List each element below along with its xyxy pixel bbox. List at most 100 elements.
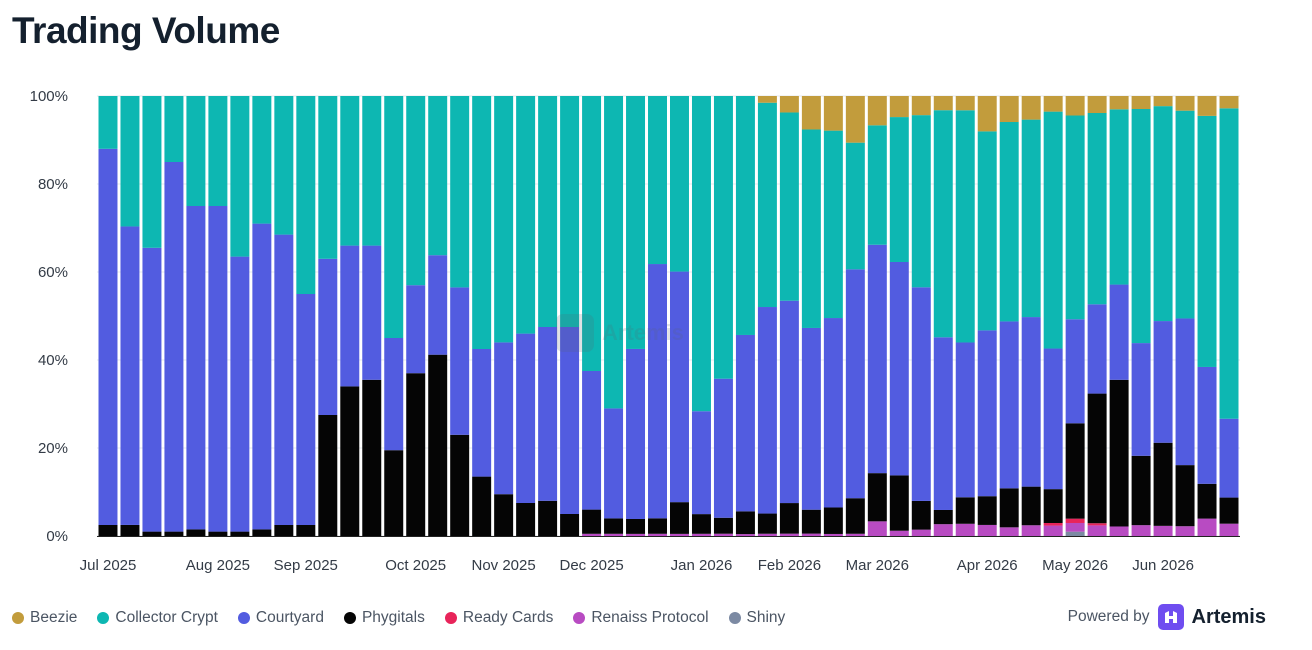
- bar-segment-courtyard[interactable]: [889, 261, 909, 476]
- bar-segment-phygitals[interactable]: [274, 525, 294, 536]
- bar-segment-renaiss-protocol[interactable]: [626, 533, 646, 536]
- bar-stack[interactable]: [845, 96, 865, 536]
- bar-segment-courtyard[interactable]: [450, 287, 470, 435]
- bar-segment-phygitals[interactable]: [560, 514, 580, 536]
- legend-item[interactable]: Collector Crypt: [97, 609, 218, 627]
- bar-segment-renaiss-protocol[interactable]: [977, 524, 997, 536]
- bar-segment-collector-crypt[interactable]: [340, 96, 360, 246]
- bar-stack[interactable]: [120, 96, 140, 536]
- bar-stack[interactable]: [801, 96, 821, 536]
- bar-segment-beezie[interactable]: [1131, 96, 1151, 109]
- bar-segment-collector-crypt[interactable]: [911, 115, 931, 288]
- bar-segment-beezie[interactable]: [999, 96, 1019, 123]
- bar-segment-phygitals[interactable]: [670, 502, 689, 534]
- bar-segment-courtyard[interactable]: [713, 378, 733, 518]
- bar-segment-beezie[interactable]: [1197, 96, 1217, 116]
- bar-segment-courtyard[interactable]: [691, 411, 711, 515]
- bar-segment-courtyard[interactable]: [1153, 321, 1173, 443]
- bar-segment-collector-crypt[interactable]: [1043, 111, 1063, 349]
- bar-segment-renaiss-protocol[interactable]: [933, 524, 953, 536]
- bar-stack[interactable]: [691, 96, 711, 536]
- bar-stack[interactable]: [1131, 96, 1151, 536]
- bar-segment-renaiss-protocol[interactable]: [911, 529, 931, 536]
- bar-segment-beezie[interactable]: [1153, 96, 1173, 107]
- bar-segment-collector-crypt[interactable]: [999, 122, 1019, 322]
- bar-stack[interactable]: [538, 96, 558, 536]
- bar-segment-phygitals[interactable]: [867, 473, 887, 522]
- bar-stack[interactable]: [977, 96, 997, 536]
- bar-segment-phygitals[interactable]: [1197, 483, 1217, 519]
- bar-segment-courtyard[interactable]: [472, 349, 492, 477]
- bar-segment-phygitals[interactable]: [823, 507, 843, 534]
- bar-segment-renaiss-protocol[interactable]: [648, 533, 667, 536]
- bar-stack[interactable]: [889, 96, 909, 536]
- bar-segment-courtyard[interactable]: [274, 234, 294, 525]
- bar-segment-collector-crypt[interactable]: [428, 96, 448, 256]
- bar-segment-collector-crypt[interactable]: [1087, 113, 1107, 305]
- bar-segment-phygitals[interactable]: [472, 476, 492, 536]
- bar-segment-collector-crypt[interactable]: [691, 96, 711, 412]
- bar-segment-phygitals[interactable]: [757, 513, 777, 534]
- bar-segment-phygitals[interactable]: [801, 509, 821, 534]
- bar-segment-phygitals[interactable]: [1021, 486, 1041, 526]
- bar-segment-collector-crypt[interactable]: [384, 96, 404, 338]
- bar-stack[interactable]: [1175, 96, 1195, 536]
- legend-item[interactable]: Courtyard: [237, 609, 324, 627]
- bar-segment-collector-crypt[interactable]: [362, 96, 382, 246]
- bar-segment-courtyard[interactable]: [230, 256, 250, 532]
- bar-segment-collector-crypt[interactable]: [626, 96, 646, 349]
- bar-segment-courtyard[interactable]: [428, 255, 448, 355]
- bar-segment-collector-crypt[interactable]: [933, 110, 953, 338]
- bar-segment-phygitals[interactable]: [1109, 379, 1129, 527]
- bar-stack[interactable]: [296, 96, 316, 536]
- bar-segment-phygitals[interactable]: [604, 518, 624, 534]
- bar-segment-collector-crypt[interactable]: [1065, 115, 1085, 320]
- bar-segment-courtyard[interactable]: [648, 264, 667, 519]
- bar-segment-courtyard[interactable]: [1065, 319, 1085, 424]
- bar-segment-beezie[interactable]: [1175, 96, 1195, 111]
- bar-segment-courtyard[interactable]: [1043, 348, 1063, 490]
- bar-segment-collector-crypt[interactable]: [472, 96, 492, 349]
- bar-segment-phygitals[interactable]: [648, 518, 667, 534]
- bar-stack[interactable]: [384, 96, 404, 536]
- bar-segment-phygitals[interactable]: [208, 531, 228, 536]
- bar-segment-phygitals[interactable]: [1065, 423, 1085, 519]
- bar-segment-courtyard[interactable]: [604, 408, 624, 519]
- bar-stack[interactable]: [1219, 96, 1239, 536]
- bar-segment-collector-crypt[interactable]: [582, 96, 602, 371]
- bar-segment-phygitals[interactable]: [1175, 465, 1195, 527]
- bar-segment-phygitals[interactable]: [626, 519, 646, 534]
- bar-segment-collector-crypt[interactable]: [296, 96, 316, 294]
- bar-segment-renaiss-protocol[interactable]: [1219, 523, 1239, 536]
- bar-stack[interactable]: [582, 96, 602, 536]
- bar-segment-collector-crypt[interactable]: [1175, 110, 1195, 319]
- bar-segment-courtyard[interactable]: [933, 337, 953, 510]
- bar-segment-renaiss-protocol[interactable]: [735, 534, 755, 536]
- bar-stack[interactable]: [494, 96, 514, 536]
- bar-segment-courtyard[interactable]: [208, 206, 228, 532]
- bar-segment-collector-crypt[interactable]: [538, 96, 558, 327]
- bar-segment-courtyard[interactable]: [538, 327, 558, 501]
- bar-segment-collector-crypt[interactable]: [560, 96, 580, 327]
- bar-segment-phygitals[interactable]: [450, 434, 470, 536]
- bar-segment-renaiss-protocol[interactable]: [604, 533, 624, 536]
- bar-segment-ready-cards[interactable]: [1087, 523, 1107, 526]
- bar-segment-phygitals[interactable]: [911, 500, 931, 530]
- bar-segment-phygitals[interactable]: [340, 386, 360, 536]
- bar-segment-phygitals[interactable]: [1043, 489, 1063, 523]
- bar-segment-ready-cards[interactable]: [1065, 518, 1085, 523]
- bar-segment-courtyard[interactable]: [384, 338, 404, 451]
- bar-segment-courtyard[interactable]: [1175, 318, 1195, 466]
- bar-segment-collector-crypt[interactable]: [406, 96, 426, 286]
- bar-stack[interactable]: [428, 96, 448, 536]
- bar-segment-phygitals[interactable]: [1219, 497, 1239, 524]
- bar-segment-phygitals[interactable]: [582, 509, 602, 534]
- bar-stack[interactable]: [1087, 96, 1107, 536]
- bar-segment-collector-crypt[interactable]: [823, 130, 843, 319]
- bar-segment-phygitals[interactable]: [977, 496, 997, 525]
- bar-stack[interactable]: [670, 96, 689, 536]
- bar-segment-courtyard[interactable]: [318, 258, 338, 415]
- bar-segment-phygitals[interactable]: [164, 531, 184, 536]
- bar-segment-phygitals[interactable]: [98, 525, 118, 536]
- bar-segment-beezie[interactable]: [757, 96, 777, 103]
